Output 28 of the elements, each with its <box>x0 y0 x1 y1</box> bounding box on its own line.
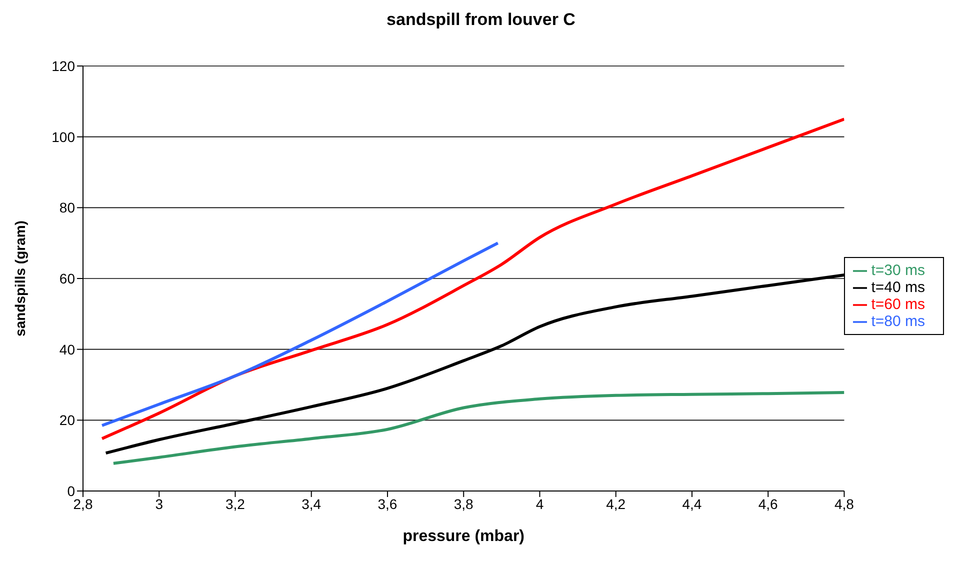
y-tick-label: 40 <box>59 341 76 358</box>
x-tick-label: 3,8 <box>454 496 474 512</box>
x-tick-label: 3,2 <box>226 496 246 512</box>
x-tick-label: 4,4 <box>682 496 702 512</box>
line-series <box>112 391 844 465</box>
chart-title: sandspill from louver C <box>386 10 576 30</box>
x-tick-label: 3,4 <box>302 496 322 512</box>
x-tick-label: 4,8 <box>834 496 854 512</box>
x-tick-label: 4,2 <box>606 496 626 512</box>
y-axis-title: sandspills (gram) <box>12 220 28 336</box>
line-series <box>100 118 844 440</box>
y-tick-label: 60 <box>59 270 76 286</box>
line-series <box>100 242 500 427</box>
x-tick-label: 3,6 <box>378 496 398 512</box>
y-tick-label: 0 <box>67 482 76 499</box>
y-tick-label: 120 <box>52 58 76 74</box>
x-tick-label: 4,6 <box>758 496 778 512</box>
x-axis-title: pressure (mbar) <box>402 528 525 545</box>
x-tick-label: 4 <box>536 496 544 512</box>
y-tick-label: 20 <box>59 412 76 428</box>
legend-label: t=30 ms <box>871 262 925 279</box>
x-tick-label: 2,8 <box>73 496 93 512</box>
legend-label: t=60 ms <box>871 296 925 313</box>
legend-label: t=40 ms <box>871 279 925 296</box>
x-tick-label: 3 <box>155 496 164 512</box>
legend-label: t=80 ms <box>871 313 925 330</box>
y-tick-label: 80 <box>59 200 76 216</box>
y-tick-label: 100 <box>52 128 76 145</box>
